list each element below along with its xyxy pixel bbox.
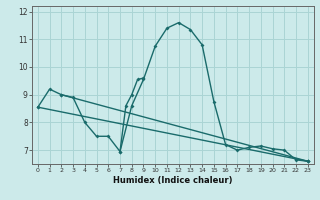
- X-axis label: Humidex (Indice chaleur): Humidex (Indice chaleur): [113, 176, 233, 185]
